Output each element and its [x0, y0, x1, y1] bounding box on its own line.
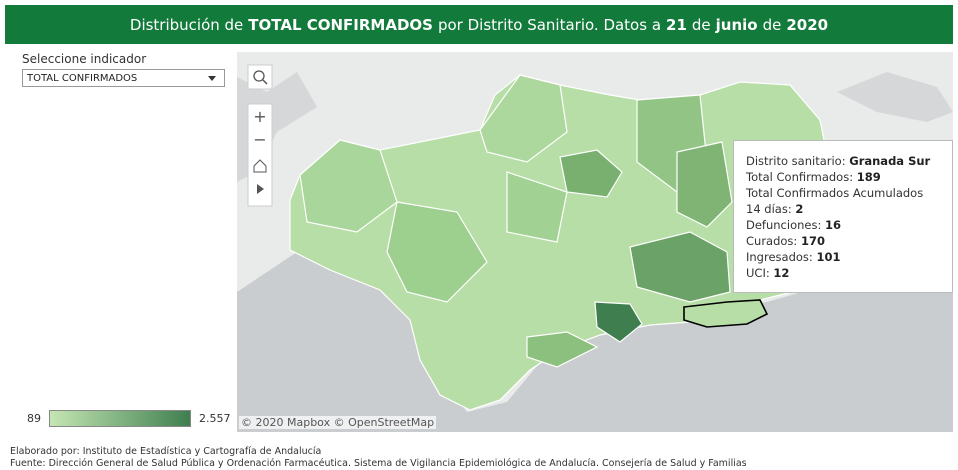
tooltip-row: UCI: 12	[746, 265, 940, 281]
district	[506, 171, 568, 243]
map-sea	[237, 252, 953, 432]
tooltip-row: Total Confirmados: 189	[746, 169, 940, 185]
districts	[289, 74, 831, 411]
map-terrain	[837, 72, 953, 122]
title-part: TOTAL CONFIRMADOS	[248, 15, 433, 34]
tooltip-row: Distrito sanitario: Granada Sur	[746, 153, 940, 169]
pan-button[interactable]	[257, 184, 264, 194]
search-icon	[262, 79, 268, 85]
color-legend: 89 2.557	[27, 410, 231, 427]
search-button[interactable]	[247, 64, 273, 90]
footer: Elaborado por: Instituto de Estadística …	[10, 446, 747, 470]
tooltip-row: Ingresados: 101	[746, 249, 940, 265]
title-part: 2020	[786, 15, 829, 34]
title-part: 21	[666, 15, 687, 34]
footer-line: Elaborado por: Instituto de Estadística …	[10, 446, 322, 457]
district	[479, 74, 568, 163]
tooltip-value: 16	[825, 218, 842, 232]
district	[676, 141, 733, 228]
tooltip-label: Curados:	[746, 234, 798, 248]
home-button[interactable]	[253, 159, 267, 173]
title-part: por Distrito Sanitario. Datos a	[437, 15, 662, 34]
tooltip-value: 2	[795, 202, 804, 216]
tooltip-label: Ingresados:	[746, 250, 813, 264]
tooltip-label: Defunciones:	[746, 218, 822, 232]
selected-district	[683, 299, 769, 328]
tooltip-value: 189	[856, 170, 881, 184]
tooltip-value: 170	[800, 234, 825, 248]
tooltip-value: 12	[773, 266, 790, 280]
tooltip-label: UCI:	[746, 266, 770, 280]
title-part: de	[691, 15, 711, 34]
tooltip-value: Granada Sur	[849, 154, 931, 168]
header: Distribución de TOTAL CONFIRMADOS por Di…	[5, 5, 953, 44]
legend-max: 2.557	[199, 412, 231, 425]
map-attribution: © 2020 Mapbox © OpenStreetMap	[239, 416, 437, 429]
search-icon	[253, 70, 265, 82]
tooltip-label: Total Confirmados Acumulados 14 días:	[746, 186, 924, 216]
tooltip-value: 101	[816, 250, 841, 264]
district	[526, 331, 599, 368]
tooltip-row: Curados: 170	[746, 233, 940, 249]
title-part: Distribución de	[129, 15, 244, 34]
legend-gradient	[49, 410, 191, 427]
filter-label: Seleccione indicador	[22, 52, 147, 66]
tooltip-label: Total Confirmados:	[746, 170, 854, 184]
zoom-in[interactable]: +	[253, 107, 266, 126]
district	[559, 149, 623, 198]
district	[386, 201, 488, 303]
title-part: de	[762, 15, 782, 34]
district	[629, 231, 731, 303]
legend-min: 89	[27, 412, 41, 425]
indicator-dropdown[interactable]: TOTAL CONFIRMADOS	[22, 69, 225, 87]
title-part: junio	[715, 15, 758, 34]
tooltip-row: Total Confirmados Acumulados 14 días: 2	[746, 185, 940, 217]
footer-line: Fuente: Dirección General de Salud Públi…	[10, 458, 747, 469]
zoom-controls[interactable]	[247, 103, 273, 207]
zoom-out[interactable]: −	[253, 130, 266, 149]
district	[594, 301, 643, 343]
tooltip-label: Distrito sanitario:	[746, 154, 846, 168]
tooltip-row: Defunciones: 16	[746, 217, 940, 233]
tooltip: Distrito sanitario: Granada Sur Total Con…	[733, 140, 953, 293]
